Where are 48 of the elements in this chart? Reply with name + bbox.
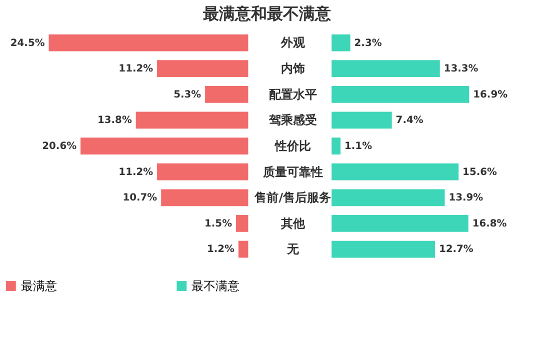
bar (157, 60, 248, 78)
data-label: 2.3% (354, 38, 382, 49)
y-tick-label: 内饰 (280, 62, 305, 76)
data-label: 13.9% (448, 192, 484, 204)
data-label: 7.4% (396, 115, 424, 126)
bar (332, 138, 341, 154)
y-tick-label: 配置水平 (268, 87, 317, 102)
bar (236, 215, 248, 232)
y-tick-label: 售前/售后服务 (254, 190, 332, 205)
bar (48, 34, 248, 52)
data-label: 1.1% (344, 141, 372, 152)
bar (332, 240, 435, 258)
bar (332, 189, 445, 206)
y-tick-label: 驾乘感受 (268, 113, 317, 128)
bar (332, 60, 440, 78)
bar (205, 86, 248, 103)
y-tick-label: 性价比 (274, 138, 311, 153)
data-label: 20.6% (42, 141, 77, 152)
bar (136, 112, 248, 129)
data-label: 1.2% (206, 244, 235, 256)
bar (332, 112, 392, 129)
data-label: 13.8% (98, 115, 132, 126)
legend-label: 最满意 (20, 278, 57, 293)
data-label: 24.5% (10, 38, 45, 49)
data-label: 10.7% (122, 192, 158, 204)
data-label: 11.2% (118, 166, 154, 178)
data-label: 5.3% (174, 89, 202, 100)
bar (80, 138, 248, 154)
legend-label: 最不满意 (192, 278, 240, 293)
data-label: 15.6% (462, 166, 497, 178)
bar (332, 34, 350, 52)
data-label: 13.3% (444, 64, 478, 75)
bar (332, 86, 470, 103)
y-tick-label: 质量可靠性 (262, 164, 323, 179)
data-label: 1.5% (204, 218, 232, 230)
bar (157, 163, 248, 180)
data-label: 16.9% (473, 89, 508, 100)
data-label: 11.2% (118, 64, 154, 75)
y-tick-label: 外观 (280, 36, 306, 50)
y-tick-label: 其他 (280, 216, 306, 230)
bar (332, 215, 468, 232)
bar (332, 163, 459, 180)
chart-title: 最满意和最不满意 (202, 4, 332, 23)
y-tick-label: 无 (286, 242, 300, 256)
data-label: 12.7% (438, 244, 474, 256)
bar (161, 189, 248, 206)
bar (238, 240, 248, 258)
data-label: 16.8% (472, 218, 507, 230)
